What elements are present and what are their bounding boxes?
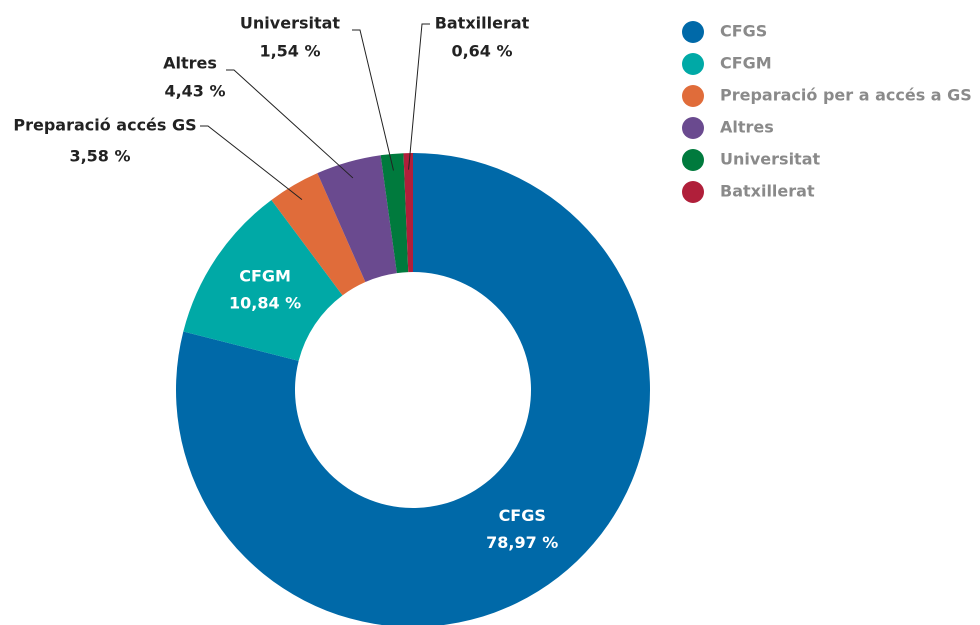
legend-label: CFGS	[720, 22, 767, 41]
slice-label: Altres	[163, 54, 217, 73]
slice-value: 78,97 %	[486, 533, 558, 552]
slice-value: 4,43 %	[164, 82, 225, 101]
legend-label: Preparació per a accés a GS	[720, 86, 972, 105]
slice-label: CFGM	[239, 266, 291, 285]
legend-label: Batxillerat	[720, 182, 815, 201]
donut-slice	[183, 199, 343, 361]
legend-swatch	[682, 117, 704, 139]
donut-slice	[380, 153, 409, 274]
donut-slice	[271, 173, 366, 296]
donut-slice	[176, 153, 650, 625]
legend-label: Universitat	[720, 150, 820, 169]
slice-label: CFGS	[499, 506, 546, 525]
slice-value: 1,54 %	[259, 42, 320, 61]
leader-line	[200, 125, 303, 200]
legend-swatch	[682, 85, 704, 107]
slice-label: Universitat	[240, 14, 340, 33]
legend-swatch	[682, 181, 704, 203]
slice-label: Batxillerat	[435, 14, 530, 33]
slice-value: 0,64 %	[451, 42, 512, 61]
slice-label: Preparació accés GS	[13, 116, 196, 135]
leader-line	[226, 69, 354, 179]
slice-value: 10,84 %	[229, 293, 301, 312]
legend-swatch	[682, 21, 704, 43]
legend-label: CFGM	[720, 54, 772, 73]
legend-swatch	[682, 53, 704, 75]
leader-line	[408, 23, 430, 170]
legend-label: Altres	[720, 118, 774, 137]
donut-slice	[403, 153, 413, 273]
leader-line	[352, 29, 394, 171]
legend-swatch	[682, 149, 704, 171]
slice-value: 3,58 %	[69, 147, 130, 166]
donut-slice	[317, 155, 397, 283]
